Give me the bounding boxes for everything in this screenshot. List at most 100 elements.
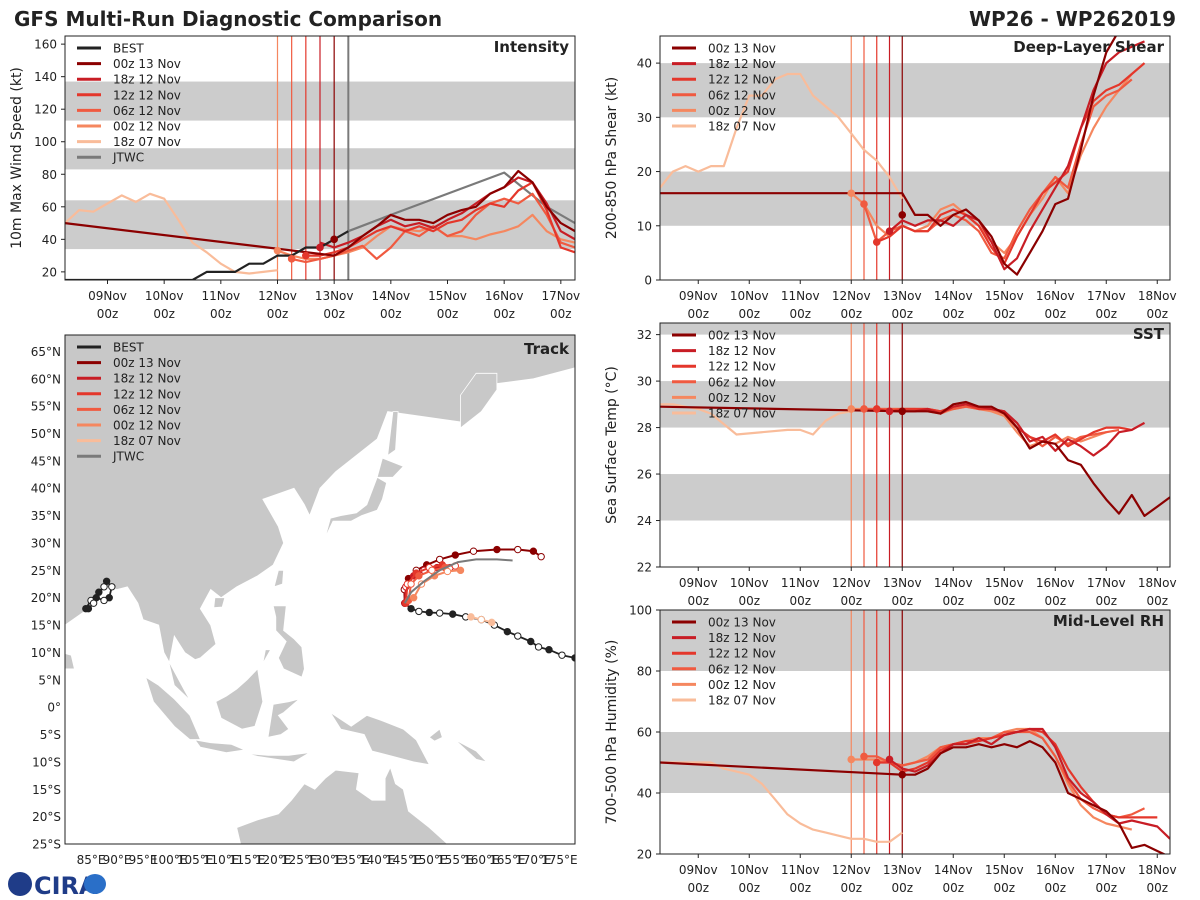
shear-xtick-day: 11Nov	[781, 289, 820, 303]
landmass	[65, 335, 575, 701]
rh-xtick-day: 16Nov	[1036, 863, 1075, 877]
intensity-init-marker-18z-12-nov	[316, 243, 324, 252]
track-point-best	[89, 599, 98, 607]
intensity-ytick-label: 40	[42, 233, 57, 247]
lat-label: 50°N	[31, 427, 61, 441]
lat-label: 35°N	[31, 509, 61, 523]
rh-init-marker-06z-12-nov	[860, 752, 868, 761]
landmass	[273, 569, 285, 588]
legend-label-00z-13-nov: 00z 13 Nov	[708, 329, 776, 343]
landmass	[194, 739, 246, 754]
intensity-init-marker-00z-13-nov	[330, 235, 338, 244]
sst-xtick-day: 13Nov	[883, 576, 922, 590]
shear-xtick-hour: 00z	[891, 307, 913, 321]
intensity-series-06z-12-nov	[291, 192, 575, 264]
intensity-xtick-day: 15Nov	[428, 289, 467, 303]
sst-xtick-day: 18Nov	[1138, 576, 1177, 590]
legend-label-jtwc: JTWC	[112, 151, 144, 165]
intensity-title: Intensity	[494, 38, 570, 56]
sst-init-marker-00z-12-nov	[847, 405, 856, 413]
rh-xtick-day: 12Nov	[832, 863, 871, 877]
track-point-00z-13-nov	[514, 545, 522, 554]
sst-xtick-day: 12Nov	[832, 576, 871, 590]
rh-ylabel: 700-500 hPa Humidity (%)	[604, 640, 620, 825]
rh-xtick-day: 15Nov	[985, 863, 1024, 877]
rh-title: Mid-Level RH	[1053, 612, 1164, 630]
sst-panel: 22 24 26 28 30 32 09Nov 00z 10Nov 00z 11Nov 00z 12No…	[604, 322, 1177, 608]
intensity-xtick-hour: 00z	[437, 307, 459, 321]
shear-title: Deep-Layer Shear	[1013, 38, 1164, 56]
sst-ytick-label: 26	[637, 468, 652, 482]
intensity-ytick-label: 120	[34, 103, 57, 117]
legend-label-18z-07-nov: 18z 07 Nov	[708, 120, 776, 134]
track-point-00z-13-nov	[537, 552, 545, 561]
lat-label: 25°N	[31, 564, 61, 578]
track-point-best	[100, 596, 108, 605]
intensity-xtick-hour: 00z	[97, 307, 119, 321]
shear-ytick-label: 20	[637, 165, 652, 179]
sst-xtick-day: 17Nov	[1087, 576, 1126, 590]
rh-init-marker-00z-12-nov	[847, 755, 856, 764]
logo-globe-icon	[84, 874, 106, 894]
track-point-best	[449, 610, 457, 618]
sst-xtick-day: 16Nov	[1036, 576, 1075, 590]
landmass	[236, 766, 450, 844]
rh-xtick-hour: 00z	[840, 881, 862, 895]
sst-xtick-hour: 00z	[942, 594, 964, 608]
track-point-best	[108, 583, 116, 591]
legend-label-18z-07-nov: 18z 07 Nov	[708, 694, 776, 708]
logo-disc-icon	[8, 872, 32, 896]
rh-panel: 20 40 60 80 100 09Nov 00z 10Nov 00z 11Nov 00z 12Nov…	[604, 604, 1177, 896]
track-point-best	[435, 609, 444, 617]
lon-label: 115°E	[229, 853, 266, 867]
sst-band-1	[660, 381, 1170, 428]
intensity-series-00z-13-nov	[65, 169, 575, 257]
shear-init-marker-00z-12-nov	[847, 189, 856, 198]
lat-label: 55°N	[31, 400, 61, 414]
rh-xtick-hour: 00z	[1044, 881, 1066, 895]
lat-label: 40°N	[31, 482, 61, 496]
legend-label-12z-12-nov: 12z 12 Nov	[113, 88, 181, 102]
sst-xtick-day: 10Nov	[730, 576, 769, 590]
sst-ytick-label: 30	[637, 375, 652, 389]
track-point-18z-07-nov	[467, 613, 475, 621]
shear-xtick-hour: 00z	[840, 307, 862, 321]
sst-ylabel: Sea Surface Temp (°C)	[604, 366, 620, 524]
shear-xtick-hour: 00z	[789, 307, 811, 321]
legend-label-18z-12-nov: 18z 12 Nov	[708, 344, 776, 358]
intensity-xtick-day: 12Nov	[258, 289, 297, 303]
landmass	[324, 476, 388, 538]
lon-label: 175°E	[541, 853, 578, 867]
intensity-panel: 20 40 60 80 100 120 140 160 09Nov 00z 10Nov 00z 11No…	[9, 35, 580, 321]
shear-xtick-day: 12Nov	[832, 289, 871, 303]
sst-init-marker-00z-13-nov	[898, 407, 907, 416]
intensity-xtick-day: 11Nov	[201, 289, 240, 303]
sst-band-2	[660, 323, 1170, 335]
legend-label-best: BEST	[113, 341, 144, 355]
lat-label: 5°N	[38, 673, 61, 687]
sst-ytick-label: 24	[637, 514, 652, 528]
intensity-ytick-label: 140	[34, 70, 57, 84]
sst-xtick-day: 09Nov	[679, 576, 718, 590]
landmass	[455, 739, 488, 763]
intensity-xtick-day: 17Nov	[541, 289, 580, 303]
rh-xtick-hour: 00z	[1146, 881, 1168, 895]
intensity-frame	[64, 35, 576, 281]
sst-xtick-hour: 00z	[993, 594, 1015, 608]
storm-id: WP26 - WP262019	[969, 7, 1176, 31]
lon-label: 170°E	[515, 853, 552, 867]
shear-xtick-day: 09Nov	[679, 289, 718, 303]
shear-xtick-day: 15Nov	[985, 289, 1024, 303]
sst-xtick-hour: 00z	[1044, 594, 1066, 608]
intensity-series-jtwc	[347, 171, 575, 233]
sst-xtick-hour: 00z	[891, 594, 913, 608]
shear-xtick-day: 10Nov	[730, 289, 769, 303]
lat-label: 15°N	[31, 619, 61, 633]
shear-series-00z-13-nov	[660, 36, 1118, 276]
cira-logo: CIRA	[8, 872, 106, 900]
